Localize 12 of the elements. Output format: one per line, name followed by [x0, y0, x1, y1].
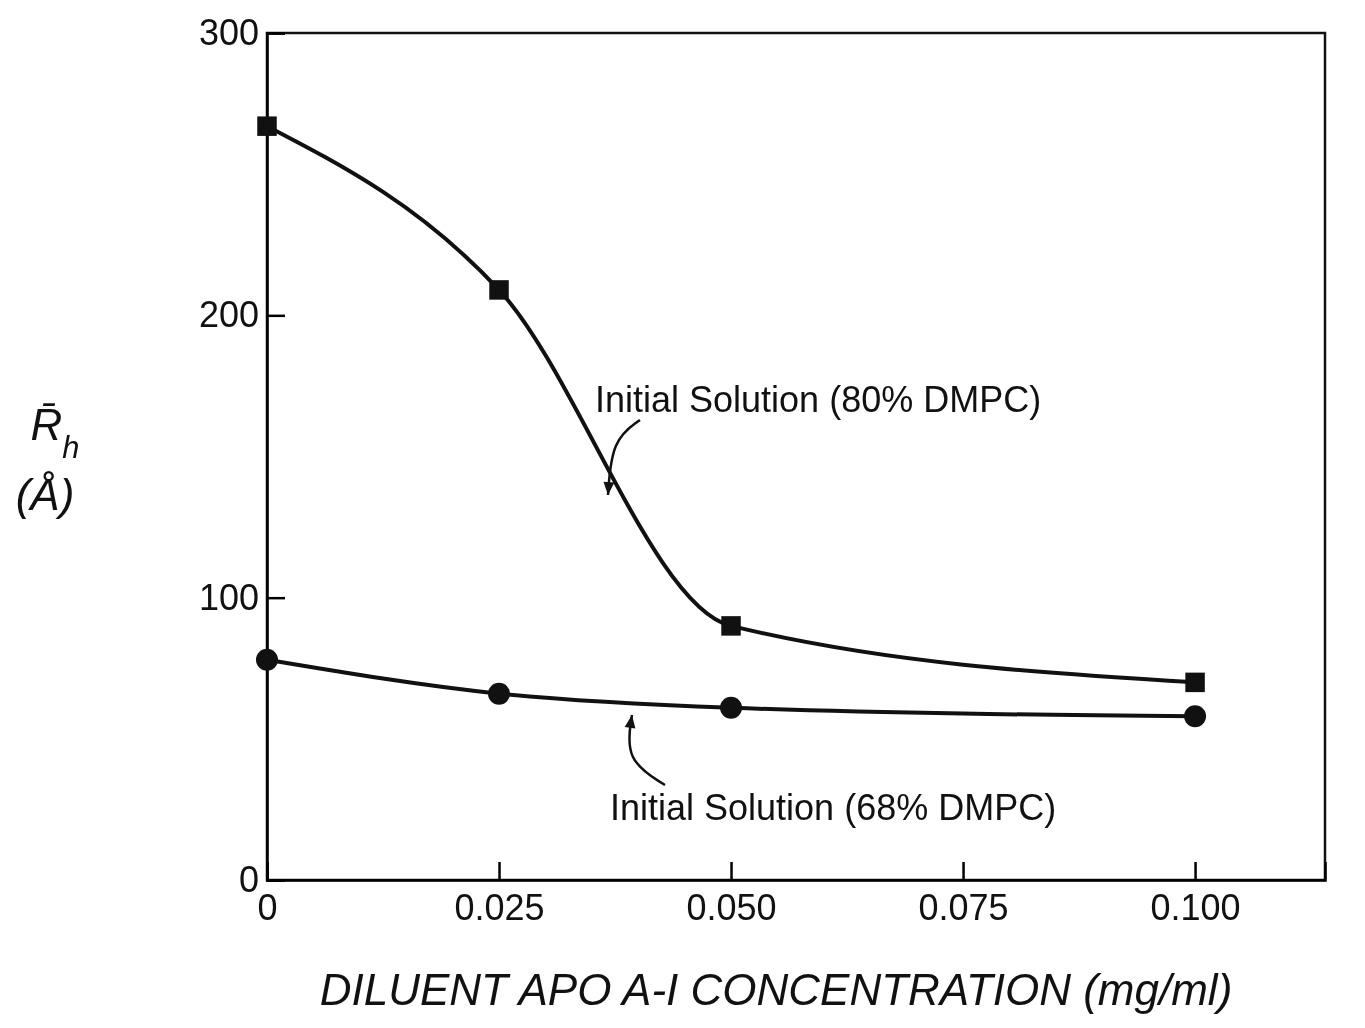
y-axis-title: R̄$_{h}$ (Å) [15, 400, 80, 519]
x-tick-label: 0.100 [1150, 886, 1241, 928]
y-tick-label: 200 [198, 294, 259, 336]
y-tick-label: 100 [198, 576, 259, 618]
y-tick-label: 300 [198, 12, 259, 54]
y-tick-label: 0 [238, 859, 259, 901]
legend-label: Initial Solution (68% DMPC) [610, 787, 1057, 828]
x-tick-label: 0.050 [686, 886, 777, 928]
x-axis-title: DILUENT APO A-I CONCENTRATION (mg/ml) [319, 965, 1233, 1014]
x-tick-label: 0.025 [454, 886, 545, 928]
series-label: Initial Solution (80% DMPC) [595, 379, 1042, 420]
x-tick-label: 0.075 [918, 886, 1009, 928]
